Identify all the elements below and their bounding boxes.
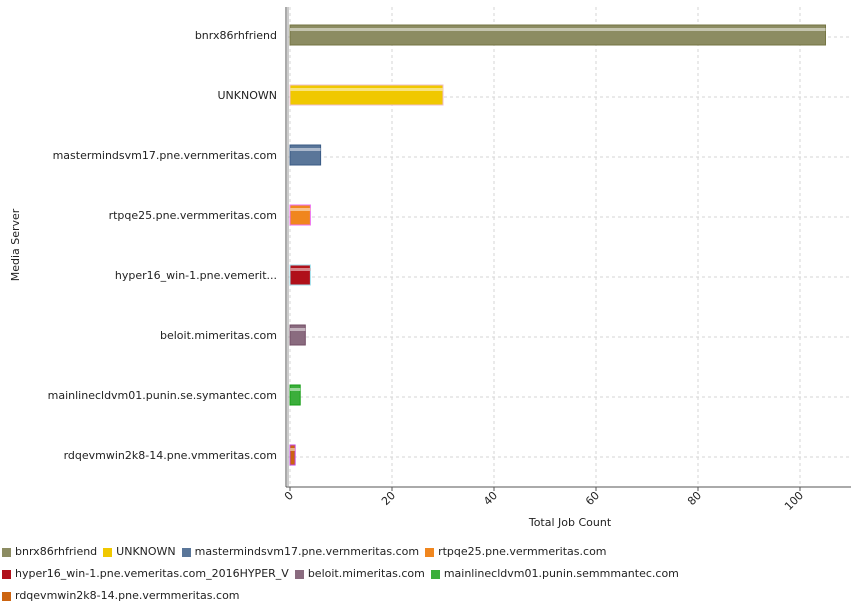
chart-axes [285, 7, 851, 488]
legend-swatch [425, 547, 435, 557]
x-tick-label: 60 [583, 489, 602, 508]
y-tick-label: rtpqe25.pne.vermmeritas.com [109, 209, 277, 222]
x-tick-label: 20 [379, 489, 398, 508]
legend-swatch [294, 569, 304, 579]
legend-label: bnrx86rhfriend [15, 545, 98, 558]
chart-legend: bnrx86rhfriend UNKNOWN mastermindsvm17.pne… [2, 541, 852, 607]
chart-bars [289, 24, 826, 466]
legend-swatch [2, 569, 11, 579]
legend-item: hyper16_win-1.pne.vemeritas.com_2016HYPE… [2, 563, 289, 585]
x-tick-label: 0 [282, 489, 296, 503]
x-tick-label: 100 [782, 489, 806, 513]
legend-swatch [2, 591, 11, 601]
y-tick-label: UNKNOWN [218, 89, 278, 102]
y-tick-label: mastermindsvm17.pne.vernmeritas.com [53, 149, 277, 162]
y-tick-label: bnrx86rhfriend [195, 29, 277, 42]
legend-label: mainlinecldvm01.punin.semmmantec.com [443, 567, 679, 580]
x-tick-label: 80 [685, 489, 704, 508]
legend-row: hyper16_win-1.pne.vemeritas.com_2016HYPE… [2, 563, 852, 585]
bar [289, 444, 296, 466]
legend-item: UNKNOWN [103, 541, 176, 563]
bar [289, 384, 301, 406]
legend-label: beloit.mimeritas.com [307, 567, 425, 580]
y-tick-label: hyper16_win-1.pne.vemerit... [115, 269, 277, 282]
legend-swatch [430, 569, 440, 579]
legend-item: rtpqe25.pne.vermmeritas.com [425, 541, 607, 563]
legend-swatch [181, 547, 191, 557]
legend-item: bnrx86rhfriend [2, 541, 97, 563]
legend-swatch [103, 547, 113, 557]
bar-highlight [290, 208, 311, 211]
bar-highlight [290, 328, 306, 331]
y-tick-labels: bnrx86rhfriend UNKNOWN mastermindsvm17.pne… [48, 29, 277, 462]
legend-label: rdqevmwin2k8-14.pne.vermmeritas.com [15, 589, 240, 602]
legend-item: mastermindsvm17.pne.vernmeritas.com [181, 541, 420, 563]
x-axis-title: Total Job Count [528, 516, 612, 529]
legend-item: rdqevmwin2k8-14.pne.vermmeritas.com [2, 585, 240, 607]
y-axis-title: Media Server [9, 208, 22, 281]
x-tick-label: 40 [481, 489, 500, 508]
legend-swatch [2, 547, 11, 557]
x-tick-labels: 0 20 40 60 80 100 [282, 487, 806, 513]
bar-highlight [290, 148, 321, 151]
legend-item: beloit.mimeritas.com [294, 563, 425, 585]
legend-row: bnrx86rhfriend UNKNOWN mastermindsvm17.pne… [2, 541, 852, 563]
bar-highlight [290, 388, 301, 391]
bar-highlight [290, 268, 311, 271]
legend-label: rtpqe25.pne.vermmeritas.com [438, 545, 607, 558]
legend-label: UNKNOWN [116, 545, 176, 558]
legend-row: rdqevmwin2k8-14.pne.vermmeritas.com [2, 585, 852, 607]
bar-highlight [290, 448, 296, 451]
legend-item: mainlinecldvm01.punin.semmmantec.com [430, 563, 679, 585]
bar-highlight [290, 88, 443, 91]
y-tick-label: mainlinecldvm01.punin.se.symantec.com [48, 389, 277, 402]
legend-label: mastermindsvm17.pne.vernmeritas.com [194, 545, 420, 558]
chart-grid [288, 7, 851, 487]
bar-chart: bnrx86rhfriend UNKNOWN mastermindsvm17.pne… [9, 7, 851, 529]
y-tick-label: beloit.mimeritas.com [160, 329, 277, 342]
bar-highlight [290, 28, 826, 31]
y-tick-label: rdqevmwin2k8-14.pne.vmmeritas.com [64, 449, 277, 462]
legend-label: hyper16_win-1.pne.vemeritas.com_2016HYPE… [15, 567, 289, 580]
